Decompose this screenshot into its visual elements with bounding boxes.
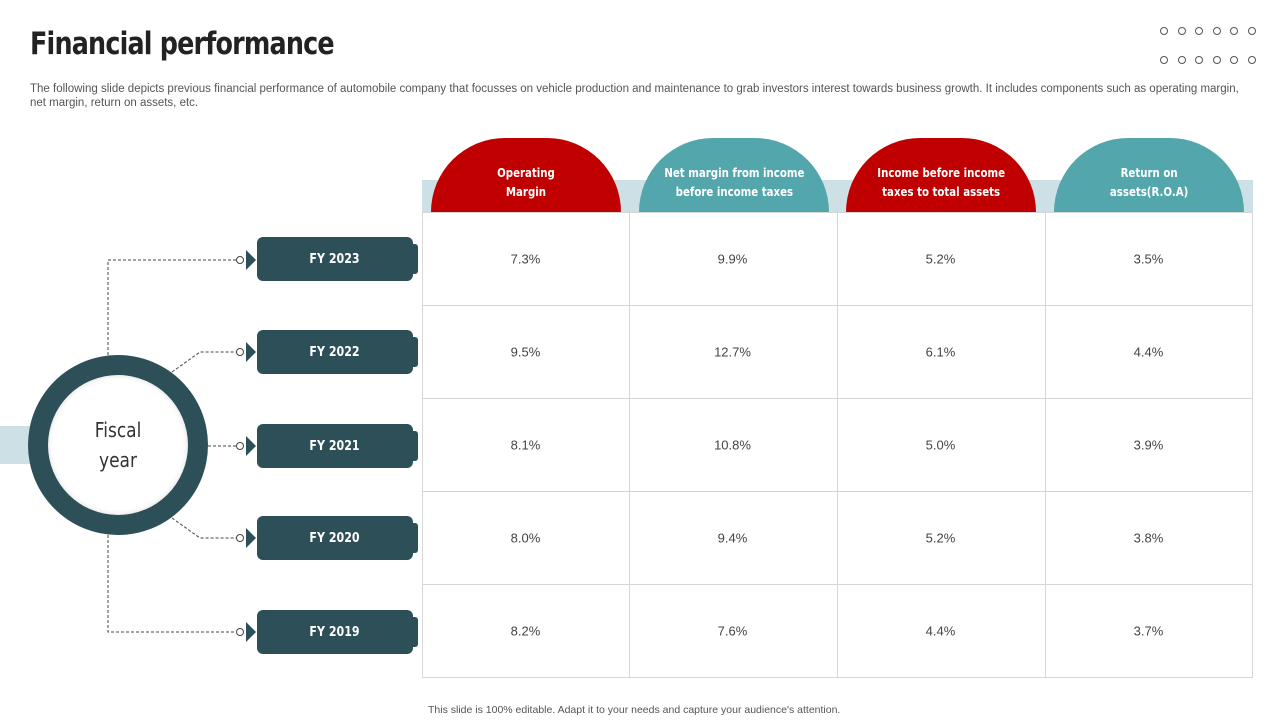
table-cell: 6.1%	[925, 344, 956, 360]
row-label-text: FY 2022	[309, 344, 361, 360]
table-cell: 8.0%	[510, 530, 541, 546]
connector-fy2023	[107, 259, 240, 355]
slide-description: The following slide depicts previous fin…	[30, 83, 1239, 109]
table-cell: 8.2%	[510, 623, 541, 639]
table-cell: 7.3%	[510, 251, 541, 267]
table-cell: 9.9%	[717, 251, 748, 267]
table-cell: 10.8%	[714, 437, 751, 453]
row-label-text: FY 2019	[309, 624, 361, 640]
column-header-net-margin: Net margin from income before income tax…	[639, 138, 829, 212]
decorative-dots-row-1	[1160, 27, 1256, 35]
grid-divider	[422, 584, 1253, 585]
page-title: Financial performance	[30, 26, 335, 62]
dot-icon	[1230, 27, 1239, 35]
table-cell: 7.6%	[717, 623, 748, 639]
row-label-fy2022: FY 2022	[257, 330, 418, 374]
grid-divider	[629, 212, 630, 678]
table-cell: 3.8%	[1133, 530, 1164, 546]
row-label-text: FY 2021	[309, 438, 361, 454]
grid-divider	[1045, 212, 1046, 678]
column-header-income-to-assets: Income before income taxes to total asse…	[846, 138, 1036, 212]
grid-divider	[422, 305, 1253, 306]
dot-icon	[1160, 56, 1168, 64]
grid-divider	[422, 491, 1253, 492]
table-cell: 9.5%	[510, 344, 541, 360]
dot-icon	[1195, 56, 1204, 64]
arrow-icon	[246, 528, 256, 548]
column-header-operating-margin: Operating Margin	[431, 138, 621, 212]
grid-divider	[422, 398, 1253, 399]
table-cell: 3.5%	[1133, 251, 1164, 267]
table-cell: 4.4%	[1133, 344, 1164, 360]
column-header-label: Net margin from income before income tax…	[663, 166, 805, 199]
fiscal-year-circle: Fiscal year	[48, 375, 188, 515]
connector-fy2019	[107, 535, 240, 633]
table-cell: 12.7%	[714, 344, 751, 360]
table-cell: 4.4%	[925, 623, 956, 639]
row-label-fy2019: FY 2019	[257, 610, 418, 654]
column-header-label: Income before income taxes to total asse…	[877, 166, 1005, 199]
connector-fy2022	[171, 351, 240, 373]
connector-dot-icon	[236, 256, 244, 264]
arrow-icon	[246, 250, 256, 270]
dot-icon	[1230, 56, 1239, 64]
dot-icon	[1212, 56, 1221, 64]
dot-icon	[1247, 56, 1256, 64]
connector-dot-icon	[236, 628, 244, 636]
table-cell: 8.1%	[510, 437, 541, 453]
row-label-text: FY 2020	[309, 530, 361, 546]
connector-dot-icon	[236, 534, 244, 542]
grid-divider	[837, 212, 838, 678]
dot-icon	[1160, 27, 1168, 35]
connector-dot-icon	[236, 348, 244, 356]
table-cell: 5.0%	[925, 437, 956, 453]
row-label-fy2020: FY 2020	[257, 516, 418, 560]
table-cell: 9.4%	[717, 530, 748, 546]
row-label-fy2021: FY 2021	[257, 424, 418, 468]
row-label-text: FY 2023	[309, 251, 361, 267]
dot-icon	[1247, 27, 1256, 35]
table-cell: 5.2%	[925, 530, 956, 546]
arrow-icon	[246, 342, 256, 362]
dot-icon	[1177, 56, 1186, 64]
dot-icon	[1195, 27, 1204, 35]
arrow-icon	[246, 622, 256, 642]
decorative-dots-row-2	[1160, 56, 1256, 64]
table-cell: 3.7%	[1133, 623, 1164, 639]
table-cell: 5.2%	[925, 251, 956, 267]
dot-icon	[1177, 27, 1186, 35]
column-header-label: Return on assets(R.O.A)	[1109, 166, 1189, 199]
connector-fy2020	[171, 517, 240, 539]
arrow-icon	[246, 436, 256, 456]
fiscal-year-label: Fiscal year	[94, 418, 142, 472]
footer-note: This slide is 100% editable. Adapt it to…	[428, 704, 841, 716]
table-cell: 3.9%	[1133, 437, 1164, 453]
column-header-label: Operating Margin	[497, 166, 555, 199]
dot-icon	[1212, 27, 1221, 35]
column-header-roa: Return on assets(R.O.A)	[1054, 138, 1244, 212]
row-label-fy2023: FY 2023	[257, 237, 418, 281]
connector-dot-icon	[236, 442, 244, 450]
